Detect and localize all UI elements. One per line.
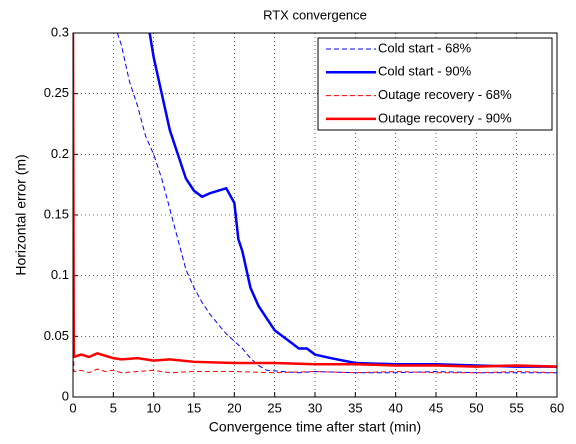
legend-label: Outage recovery - 90%	[378, 110, 512, 125]
x-axis-label: Convergence time after start (min)	[209, 419, 421, 435]
x-tick-label: 35	[348, 400, 362, 415]
x-tick-label: 5	[110, 400, 117, 415]
x-tick-label: 20	[227, 400, 241, 415]
line-series	[73, 33, 557, 368]
line-series	[73, 33, 557, 374]
x-tick-label: 60	[550, 400, 564, 415]
plot-frame	[72, 32, 558, 398]
x-tick-label: 0	[69, 400, 76, 415]
legend: Cold start - 68% Cold start - 90% Outage r…	[317, 37, 553, 131]
legend-label: Outage recovery - 68%	[378, 87, 512, 102]
y-tick-label: 0.2	[51, 146, 69, 161]
y-axis-label: Horizontal error (m)	[13, 154, 29, 275]
x-tick-label: 50	[469, 400, 483, 415]
y-tick-label: 0.1	[51, 267, 69, 282]
y-tick-label: 0.05	[44, 328, 69, 343]
y-tick-label: 0.15	[44, 206, 69, 221]
chart-title: RTX convergence	[263, 7, 367, 22]
y-tick-label: 0	[62, 388, 69, 403]
y-tick-label: 0.3	[51, 24, 69, 39]
x-tick-label: 25	[267, 400, 281, 415]
x-tick-label: 10	[146, 400, 160, 415]
x-tick-label: 45	[429, 400, 443, 415]
series-group	[73, 33, 557, 374]
x-tick-label: 15	[187, 400, 201, 415]
x-tick-label: 55	[509, 400, 523, 415]
legend-box	[317, 37, 553, 131]
y-tick-label: 0.25	[44, 85, 69, 100]
legend-label: Cold start - 68%	[378, 40, 472, 55]
x-tick-label: 30	[308, 400, 322, 415]
legend-label: Cold start - 90%	[378, 64, 472, 79]
x-tick-label: 40	[388, 400, 402, 415]
